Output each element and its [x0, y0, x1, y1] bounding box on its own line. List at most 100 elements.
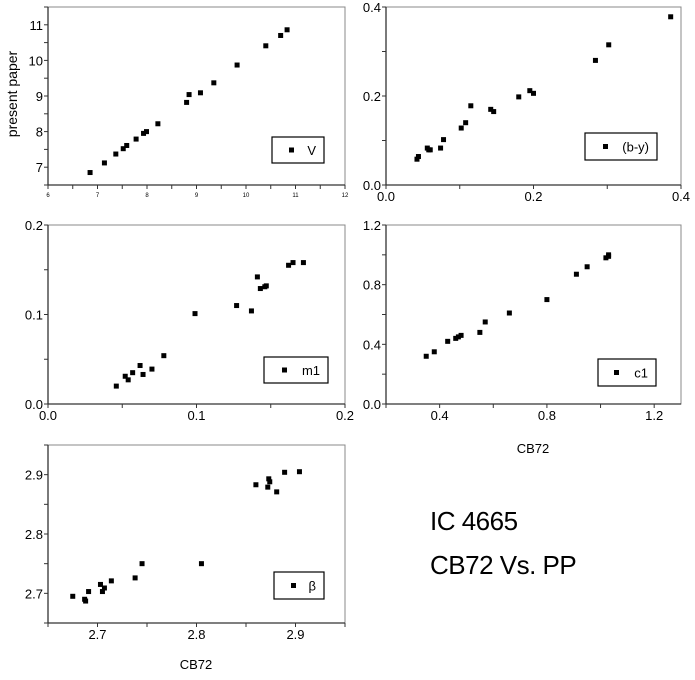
panel-middle-right-data-point	[445, 338, 451, 344]
panel-top-right-data-point	[458, 125, 464, 131]
panel-middle-left-y-tick-label: 0.1	[25, 308, 43, 323]
panel-bottom-left-y-tick-label: 2.9	[25, 468, 43, 483]
panel-bottom-left-x-tick-label: 2.9	[286, 627, 304, 642]
y-axis-title: present paper	[4, 44, 20, 144]
panel-bottom-left-data-point	[253, 482, 259, 488]
panel-middle-right-data-point	[482, 319, 488, 325]
panel-bottom-left-x-tick-label: 2.8	[187, 627, 205, 642]
panel-middle-right-data-point	[458, 332, 464, 338]
panel-top-left-data-point	[133, 136, 139, 142]
panel-middle-right-y-tick-label: 1.2	[363, 218, 381, 233]
panel-top-left-y-tick-label: 7	[36, 160, 43, 175]
panel-top-right-data-point	[531, 90, 536, 96]
panel-top-left-data-point	[184, 99, 190, 105]
panel-middle-left-legend-box	[263, 356, 329, 384]
panel-middle-right-legend-box	[597, 358, 657, 387]
panel-top-left-x-tick-label: 8	[145, 193, 149, 199]
panel-middle-left-data-point	[300, 260, 306, 266]
panel-middle-right-data-point	[453, 335, 459, 341]
panel-bottom-left-legend-box	[273, 571, 325, 600]
panel-top-left-data-point	[120, 146, 126, 152]
panel-middle-left-data-point	[263, 283, 269, 289]
panel-top-right-legend-label: (b-y)	[622, 140, 649, 155]
panel-top-right-y-tick-label: 0.0	[363, 178, 381, 193]
panel-top-left-data-point	[124, 142, 130, 148]
annotation-cluster-name: IC 4665	[430, 506, 518, 536]
panel-middle-left-data-point	[234, 303, 240, 309]
panel-top-left-data-point	[141, 130, 147, 136]
panel-middle-right-x-axis-title: CB72	[517, 441, 550, 456]
panel-bottom-left-data-point	[86, 589, 92, 595]
panel-top-left-data-point	[234, 62, 240, 68]
panel-middle-right-x-tick-label: 0.4	[431, 408, 449, 423]
panel-top-left-y-tick-label: 9	[36, 89, 43, 104]
panel-middle-right-y-tick-label: 0.8	[363, 278, 381, 293]
panel-middle-right-legend-marker	[614, 370, 619, 375]
panel-middle-right-x-tick-label: 1.2	[645, 408, 663, 423]
panel-middle-right-data-point	[431, 349, 437, 355]
panel-middle-left-x-tick-label: 0.1	[187, 408, 205, 423]
panel-middle-right-x-tick-label: 0.8	[538, 408, 556, 423]
panel-top-right-data-point	[427, 147, 433, 153]
panel-middle-left-data-point	[113, 383, 119, 389]
panel-top-right-data-point	[491, 109, 497, 115]
panel-bottom-left-data-point	[99, 589, 105, 595]
panel-top-right-data-point	[463, 120, 469, 126]
panel-top-left-data-point	[101, 160, 107, 166]
panel-middle-right-data-point	[544, 297, 550, 303]
panel-top-right-data-point	[441, 137, 447, 143]
panel-middle-left-data-point	[161, 353, 167, 359]
panel-bottom-left-data-point	[266, 476, 272, 482]
panel-middle-right-data-point	[455, 334, 461, 340]
panel-middle-right-data-point	[477, 329, 483, 335]
panel-bottom-left-data-point	[139, 561, 145, 567]
panel-bottom-left-data-point	[132, 575, 138, 581]
panel-top-left-data-point	[186, 92, 192, 98]
panel-top-right-x-tick-label: 0.0	[377, 189, 395, 204]
panel-middle-left-data-point	[149, 366, 155, 372]
panel-bottom-left-legend-marker	[291, 583, 296, 588]
panel-top-left-legend-marker	[289, 147, 294, 153]
panel-bottom-left-legend-label: β	[309, 579, 316, 594]
panel-top-left-x-tick-label: 10	[243, 193, 250, 199]
panel-middle-right-data-point	[584, 264, 590, 270]
annotation-comparison: CB72 Vs. PP	[430, 550, 577, 580]
panel-top-left-data-point	[197, 90, 203, 96]
panel-middle-left-data-point	[130, 370, 136, 376]
panel-top-right-data-point	[488, 106, 494, 112]
panel-bottom-left-data-point	[83, 598, 89, 604]
panel-bottom-left-data-point	[97, 581, 103, 587]
panel-middle-right-data-point	[573, 271, 579, 277]
panel-middle-right-data-point	[606, 252, 612, 258]
panel-bottom-left-data-point	[267, 479, 273, 485]
panel-top-right-data-point	[516, 94, 522, 100]
panel-top-right-data-point	[668, 14, 674, 20]
panel-top-left-y-tick-label: 10	[29, 53, 43, 68]
panel-middle-left-legend-label: m1	[302, 363, 320, 378]
panel-top-left-data-point	[211, 80, 217, 86]
panel-top-left-data-point	[144, 129, 150, 135]
panel-top-right-data-point	[438, 145, 444, 151]
panel-top-left-data-point	[87, 170, 93, 176]
panel-bottom-left-data-point	[198, 561, 204, 567]
panel-middle-left-data-point	[140, 371, 146, 377]
panel-top-left-data-point	[284, 27, 290, 33]
panel-middle-left-data-point	[290, 260, 296, 266]
panel-bottom-left-data-point	[296, 469, 302, 475]
panel-top-right-legend-marker	[603, 144, 608, 149]
panel-bottom-left-data-point	[282, 469, 288, 475]
panel-middle-right-legend-label: c1	[634, 366, 648, 381]
panel-middle-right-data-point	[423, 353, 429, 359]
panel-bottom-left-data-point	[70, 593, 76, 599]
panel-top-left-y-tick-label: 8	[36, 125, 43, 140]
panel-top-right-y-tick-label: 0.4	[363, 0, 381, 15]
panel-middle-right-y-tick-label: 0.4	[363, 337, 381, 352]
panel-top-left-legend-box	[271, 136, 325, 164]
y-axis-title-text: present paper	[4, 50, 20, 138]
panel-top-right-data-point	[606, 42, 612, 48]
panel-top-left-legend-label: V	[307, 143, 316, 158]
panel-top-right-data-point	[592, 57, 598, 63]
panel-top-left-data-point	[263, 43, 269, 49]
panel-middle-left-data-point	[286, 262, 292, 268]
